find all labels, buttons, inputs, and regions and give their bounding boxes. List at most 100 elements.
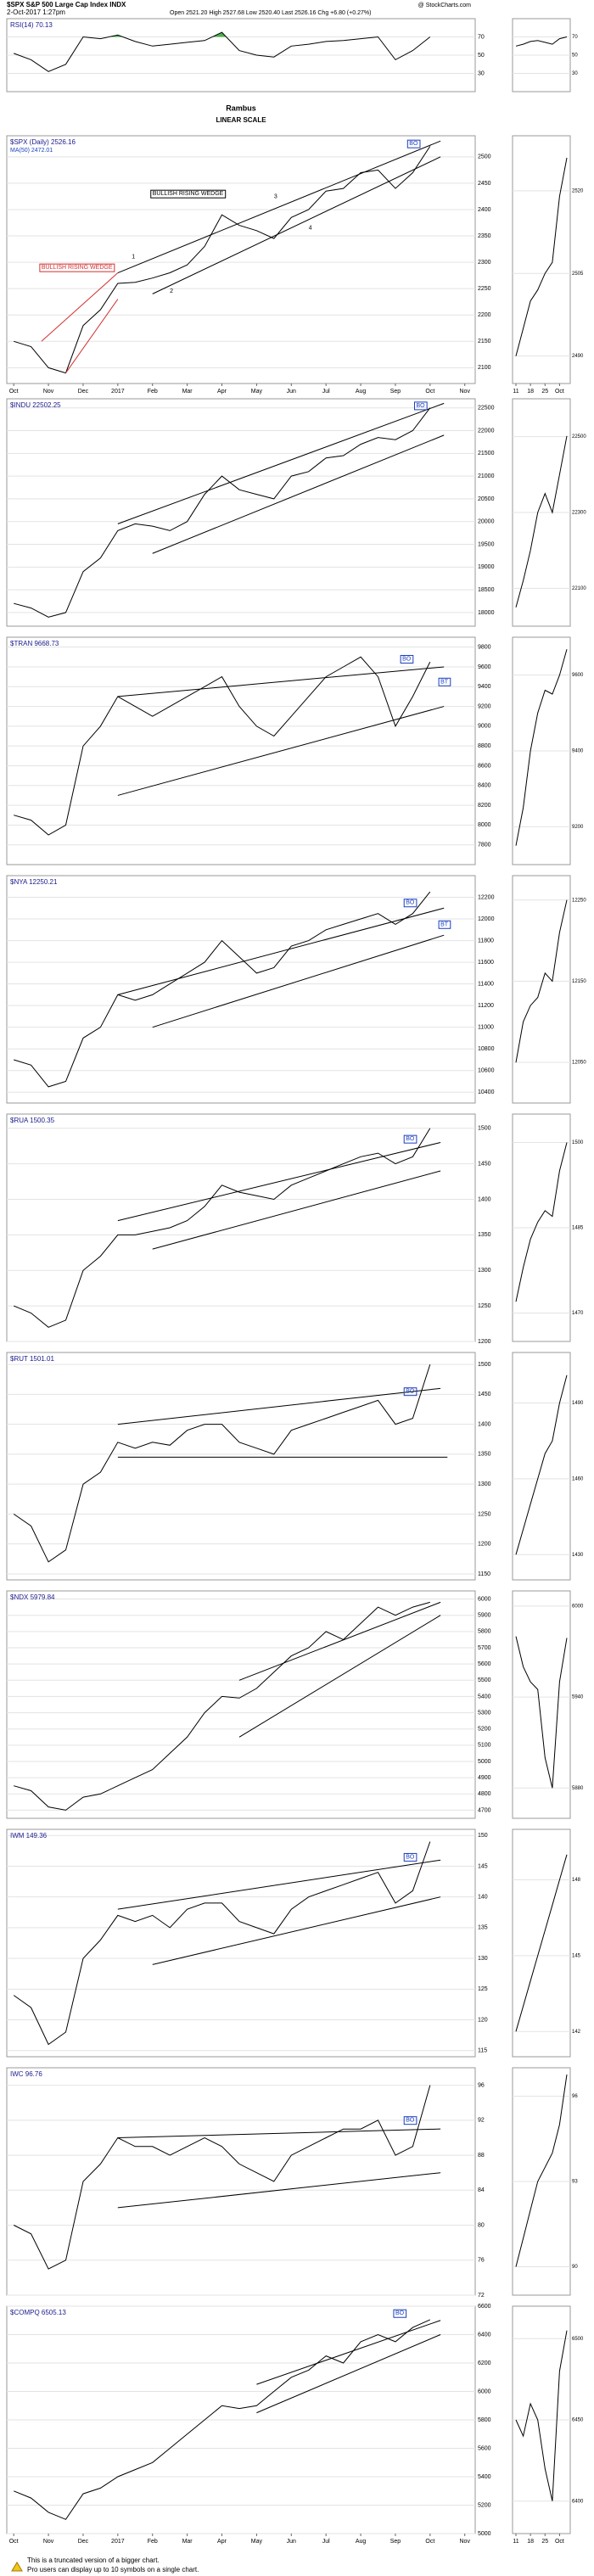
- mini-y-tick-label: 6000: [572, 1604, 584, 1609]
- annotation-box: [438, 677, 451, 686]
- mini-y-tick-label: 2520: [572, 188, 584, 193]
- y-tick-label: 84: [478, 2187, 485, 2193]
- trendline: [117, 666, 445, 697]
- mini-y-tick-label: 6450: [572, 2418, 584, 2423]
- x-tick-label: Apr: [217, 389, 227, 395]
- mini-y-tick-label: 1500: [572, 1140, 584, 1145]
- panel-frame: [6, 2067, 476, 2296]
- trendline: [152, 156, 441, 294]
- mini-line: [515, 2330, 568, 2501]
- trendline: [117, 402, 445, 524]
- y-tick-label: 5700: [478, 1645, 491, 1651]
- y-tick-label: 1500: [478, 1362, 491, 1368]
- annotation: BO: [406, 1854, 415, 1860]
- mini-line: [515, 1142, 568, 1302]
- date: 2-Oct-2017 1:27pm: [7, 8, 65, 16]
- y-tick-label: 2100: [478, 365, 491, 371]
- y-tick-label: 96: [478, 2082, 485, 2088]
- y-tick-label: 9200: [478, 703, 491, 709]
- panel-title: $RUA 1500.35: [10, 1117, 55, 1124]
- x-tick-label: Jul: [322, 389, 330, 395]
- annotation: 1: [132, 255, 135, 260]
- mini-y-tick-label: 30: [572, 71, 578, 76]
- y-tick-label: 1400: [478, 1421, 491, 1427]
- mini-line: [515, 1854, 568, 2032]
- y-tick-label: 10400: [478, 1089, 495, 1095]
- x-tick-label: May: [251, 2539, 263, 2545]
- mini-y-tick-label: 6500: [572, 2337, 584, 2342]
- y-tick-label: 2250: [478, 286, 491, 292]
- y-tick-label: 1450: [478, 1392, 491, 1397]
- trendline: [238, 1615, 441, 1738]
- y-tick-label: 21000: [478, 473, 495, 479]
- y-tick-label: 9000: [478, 724, 491, 730]
- y-tick-label: 9600: [478, 664, 491, 670]
- y-tick-label: 19000: [478, 564, 495, 570]
- mini-y-tick-label: 142: [572, 2030, 581, 2035]
- y-tick-label: 8400: [478, 783, 491, 789]
- mini-y-tick-label: 2505: [572, 272, 584, 277]
- y-tick-label: 30: [478, 70, 485, 76]
- trendline: [117, 706, 445, 796]
- x-tick-label: Oct: [425, 389, 434, 395]
- x-tick-label: Aug: [356, 2539, 367, 2545]
- price-line: [14, 1601, 430, 1811]
- trendline: [117, 2128, 441, 2138]
- mini-y-tick-label: 96: [572, 2094, 578, 2099]
- mini-y-tick-label: 1470: [572, 1311, 584, 1316]
- annotation: 4: [309, 226, 312, 232]
- y-tick-label: 5500: [478, 1677, 491, 1683]
- trendline: [41, 272, 119, 342]
- x-tick-label: Jul: [322, 2539, 330, 2545]
- annotation-box: [393, 2309, 407, 2318]
- trendline: [256, 2320, 441, 2385]
- annotation: BO: [406, 2118, 415, 2124]
- y-tick-label: 9400: [478, 684, 491, 690]
- mini-x-tick-label: 25: [541, 2539, 548, 2545]
- y-tick-label: 130: [478, 1956, 488, 1962]
- y-tick-label: 80: [478, 2222, 485, 2228]
- mini-frame: [512, 1590, 571, 1819]
- y-tick-label: 20000: [478, 519, 495, 525]
- mini-y-tick-label: 22100: [572, 586, 586, 591]
- annotation-box: [39, 263, 115, 272]
- y-tick-label: 5300: [478, 1710, 491, 1716]
- price-line: [13, 2085, 431, 2270]
- trendline: [117, 2172, 441, 2209]
- y-tick-label: 10600: [478, 1068, 495, 1074]
- y-tick-label: 22000: [478, 428, 495, 434]
- mini-y-tick-label: 70: [572, 35, 578, 40]
- mini-y-tick-label: 148: [572, 1878, 581, 1883]
- brand: @ StockCharts.com: [418, 3, 472, 8]
- y-tick-label: 22500: [478, 406, 495, 412]
- price-line: [14, 891, 431, 1088]
- y-tick-label: 1350: [478, 1232, 491, 1238]
- y-tick-label: 135: [478, 1925, 488, 1931]
- mini-x-tick-label: 18: [527, 389, 534, 395]
- x-tick-label: Sep: [390, 389, 401, 395]
- x-tick-label: Oct: [9, 2539, 19, 2545]
- x-tick-label: Dec: [78, 2539, 89, 2545]
- annotation: BO: [409, 141, 418, 147]
- y-tick-label: 1350: [478, 1452, 491, 1458]
- y-tick-label: 2450: [478, 181, 491, 187]
- y-tick-label: 76: [478, 2258, 485, 2264]
- y-tick-label: 8600: [478, 763, 491, 769]
- y-tick-label: 6000: [478, 1596, 491, 1602]
- y-tick-label: 1200: [478, 1339, 491, 1345]
- y-tick-label: 4800: [478, 1791, 491, 1797]
- panel-title: $INDU 22502.25: [10, 401, 61, 409]
- mini-x-tick-label: 18: [527, 2539, 534, 2545]
- y-tick-label: 20500: [478, 496, 495, 502]
- y-tick-label: 150: [478, 1833, 488, 1839]
- annotation: BULLISH RISING WEDGE: [42, 265, 113, 271]
- annotation-box: [406, 139, 421, 148]
- mini-y-tick-label: 12050: [572, 1061, 586, 1066]
- panel-frame: [6, 398, 476, 627]
- mini-y-tick-label: 6400: [572, 2499, 584, 2504]
- panel-title: $NDX 5979.84: [10, 1593, 55, 1601]
- mini-y-tick-label: 9600: [572, 673, 584, 678]
- y-tick-label: 1300: [478, 1481, 491, 1487]
- annotation-box: [438, 920, 451, 929]
- mini-y-tick-label: 50: [572, 53, 578, 59]
